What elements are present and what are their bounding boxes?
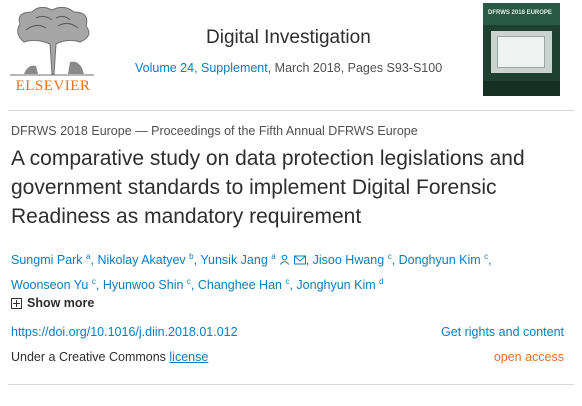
journal-header: ELSEVIER Digital Investigation Volume 24… [0, 0, 582, 110]
author-link[interactable]: Changhee Han c [197, 277, 290, 293]
elsevier-tree-icon [6, 4, 98, 78]
elsevier-wordmark: ELSEVIER [15, 78, 91, 94]
rights-link[interactable]: Get rights and content [441, 325, 564, 339]
open-access-badge: open access [493, 350, 564, 364]
author-link[interactable]: Yunsik Jang a [200, 252, 306, 267]
journal-issue-info: Volume 24, Supplement, March 2018, Pages… [135, 61, 442, 75]
mail-icon[interactable] [293, 255, 306, 265]
issue-date-pages: , March 2018, Pages S93-S100 [267, 61, 443, 75]
cover-title: DFRWS 2018 EUROPE [488, 10, 552, 16]
cover-photo-detail [497, 36, 545, 68]
author-link[interactable]: Donghyun Kim c [398, 252, 489, 268]
license-prefix: Under a Creative Commons [11, 350, 170, 364]
elsevier-logo[interactable] [6, 4, 98, 100]
cover-banner [483, 3, 560, 25]
author-link[interactable]: Woonseon Yu c [11, 277, 96, 293]
show-more-button[interactable]: Show more [11, 296, 94, 310]
author-link[interactable]: Jonghyun Kim d [296, 277, 384, 293]
footer-divider [8, 384, 574, 385]
doi-link[interactable]: https://doi.org/10.1016/j.diin.2018.01.0… [11, 325, 238, 339]
cover-footer [483, 81, 560, 96]
author-link[interactable]: Jisoo Hwang c [312, 252, 392, 268]
plus-box-icon [11, 297, 22, 309]
journal-title-link[interactable]: Digital Investigation [206, 27, 371, 48]
article-title: A comparative study on data protection l… [11, 147, 525, 228]
journal-cover-image[interactable]: DFRWS 2018 EUROPE [483, 3, 560, 96]
author-link[interactable]: Hyunwoo Shin c [102, 277, 191, 293]
license-statement: Under a Creative Commons license [11, 350, 208, 364]
author-list: Sungmi Park a, Nikolay Akatyev b, Yunsik… [11, 252, 492, 293]
proceedings-label[interactable]: DFRWS 2018 Europe — Proceedings of the F… [11, 124, 418, 138]
license-link[interactable]: license [169, 350, 209, 364]
person-icon[interactable] [279, 254, 290, 265]
show-more-label: Show more [27, 296, 95, 310]
author-link[interactable]: Sungmi Park a [11, 252, 91, 268]
author-link[interactable]: Nikolay Akatyev b [97, 252, 194, 268]
volume-link[interactable]: Volume 24, Supplement [135, 61, 268, 75]
header-divider [8, 110, 574, 111]
